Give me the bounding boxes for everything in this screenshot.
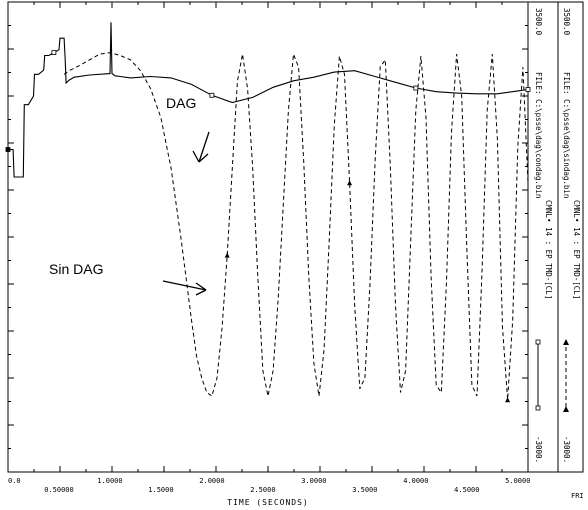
legend-1-ymin: -3000. [534, 436, 543, 463]
series-layer [8, 22, 529, 400]
legend-1-marker-bottom [535, 405, 541, 411]
legend-1-ymax-group: 3500.0 [534, 8, 543, 36]
x-tick-label: 4.0000 [403, 477, 428, 485]
legend-1-file: FILE: C:\psse\dag\condag.bin [534, 72, 543, 198]
legend-1-name-group: CMNL• 14 : EP TMD-[CL] [544, 200, 553, 299]
x-axis-title: TIME (SECONDS) [227, 498, 308, 507]
annotation-dag-arrow [192, 131, 210, 163]
legend-2-ymax: 3500.0 [562, 8, 571, 36]
dashed-series-marker [224, 252, 230, 258]
legend-2-file-group: FILE: C:\psse\dag\sindag.bin [562, 72, 571, 198]
legend-1-ymax: 3500.0 [534, 8, 543, 36]
x-tick-label: 3.5000 [352, 486, 377, 494]
legend-1-ymin-group: -3000. [534, 436, 543, 463]
annotation-dag: DAG [166, 95, 196, 111]
legend-2-ymin-group: -3000. [562, 436, 571, 463]
series-markers [5, 50, 531, 403]
solid-series-marker [525, 87, 531, 92]
legend-2-name: CMNL• 14 : EP TMD-[CL] [572, 200, 581, 299]
annotation-sin-dag: Sin DAG [49, 261, 103, 277]
plot-frame [7, 1, 529, 473]
legend-2-name-group: CMNL• 14 : EP TMD-[CL] [572, 200, 581, 299]
dashed-series-marker [347, 180, 353, 186]
legend-1-name: CMNL• 14 : EP TMD-[CL] [544, 200, 553, 299]
solid-series-line [8, 22, 529, 178]
x-tick-label: 2.5000 [250, 486, 275, 494]
solid-series-marker [209, 92, 215, 98]
x-tick-label: 5.0000 [505, 477, 530, 485]
legend-1-marker-top [535, 339, 541, 345]
tick-marks [8, 2, 528, 472]
legend-2-file: FILE: C:\psse\dag\sindag.bin [562, 72, 571, 198]
x-tick-label: 3.0000 [301, 477, 326, 485]
x-tick-label: 4.5000 [454, 486, 479, 494]
legend-1-file-group: FILE: C:\psse\dag\condag.bin [534, 72, 543, 198]
x-tick-label: 0.50000 [44, 486, 74, 494]
legend-2-ymax-group: 3500.0 [562, 8, 571, 36]
legend-2-ymin: -3000. [562, 436, 571, 463]
x-tick-label: 1.0000 [97, 477, 122, 485]
x-tick-labels: 0.0 0.50000 1.0000 1.5000 2.0000 2.5000 3.0000… [8, 477, 530, 494]
solid-series-marker [51, 50, 57, 56]
x-tick-label: 1.5000 [148, 486, 173, 494]
solid-series-marker [5, 147, 11, 152]
dashed-series-marker [505, 397, 511, 403]
legend-2-marker-top [563, 339, 569, 345]
dashed-series-line [63, 52, 529, 400]
solid-series-marker [413, 85, 419, 91]
legend-2-marker-bottom [563, 406, 569, 412]
x-tick-label: 0.0 [8, 477, 21, 485]
annotation-sin-dag-arrow [162, 280, 207, 296]
footer-text: FRI [571, 492, 584, 500]
x-tick-label: 2.0000 [199, 477, 224, 485]
